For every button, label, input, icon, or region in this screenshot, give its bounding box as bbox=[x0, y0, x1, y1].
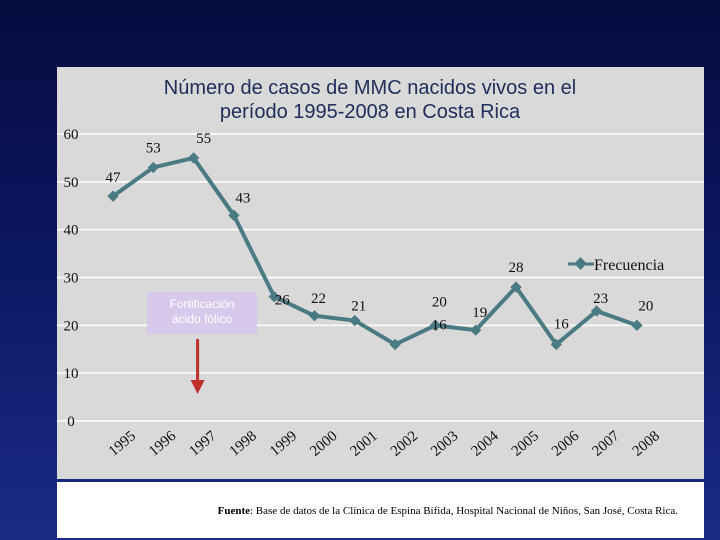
y-tick-label: 60 bbox=[64, 127, 79, 143]
data-point bbox=[510, 281, 522, 293]
data-point bbox=[429, 319, 442, 331]
y-tick-label: 50 bbox=[64, 175, 79, 191]
x-tick-label: 1997 bbox=[186, 428, 220, 460]
data-label: 55 bbox=[196, 131, 211, 147]
data-point bbox=[187, 152, 200, 164]
data-point bbox=[550, 338, 562, 351]
data-point bbox=[389, 338, 401, 351]
data-point bbox=[470, 324, 482, 336]
series-line-frecuencia bbox=[111, 155, 638, 347]
data-point bbox=[308, 310, 321, 322]
y-tick-label: 30 bbox=[64, 271, 79, 287]
x-tick-label: 1998 bbox=[227, 428, 260, 460]
y-tick-label: 10 bbox=[64, 366, 79, 382]
x-tick-label: 2005 bbox=[509, 428, 542, 460]
chart-title-line2: período 1995-2008 en Costa Rica bbox=[219, 101, 521, 123]
data-label: 53 bbox=[146, 140, 161, 156]
data-label: 26 bbox=[275, 293, 291, 309]
annotation-box: Fortificación ácido fólico bbox=[147, 292, 257, 334]
data-label: 16 bbox=[554, 316, 570, 332]
x-tick-label: 1999 bbox=[267, 428, 300, 460]
legend-label-frecuencia: Frecuencia bbox=[594, 257, 664, 274]
data-point bbox=[147, 161, 159, 174]
plot-background bbox=[57, 67, 704, 479]
chart-title-line1: Número de casos de MMC nacidos vivos en … bbox=[163, 77, 577, 99]
data-point bbox=[268, 290, 280, 303]
x-tick-label: 2006 bbox=[549, 428, 583, 460]
data-point bbox=[631, 319, 643, 331]
x-tick-label: 2001 bbox=[348, 428, 381, 460]
annotation-line2: ácido fólico bbox=[171, 312, 233, 326]
data-label: 47 bbox=[106, 170, 122, 186]
data-label: 22 bbox=[311, 291, 326, 307]
y-tick-label: 0 bbox=[67, 414, 75, 430]
x-tick-label: 1996 bbox=[146, 428, 180, 460]
data-label: 21 bbox=[351, 299, 366, 315]
x-tick-label: 2007 bbox=[589, 428, 623, 460]
chart-title: Número de casos de MMC nacidos vivos en … bbox=[110, 76, 630, 124]
data-label: 43 bbox=[235, 190, 250, 206]
x-tick-label: 2003 bbox=[428, 428, 461, 460]
x-tick-label: 2000 bbox=[307, 428, 340, 460]
data-point bbox=[349, 314, 361, 327]
arrow-head bbox=[190, 380, 205, 394]
x-tick-label: 1995 bbox=[106, 428, 139, 460]
legend-marker bbox=[574, 257, 587, 270]
data-label: 28 bbox=[509, 260, 524, 276]
data-label: 19 bbox=[472, 305, 487, 321]
data-label: 16 bbox=[432, 317, 448, 333]
y-tick-label: 40 bbox=[64, 223, 79, 239]
source-text: Fuente: Base de datos de la Clínica de E… bbox=[218, 505, 678, 517]
annotation-line1: Fortificación bbox=[169, 297, 235, 311]
source-body: : Base de datos de la Clínica de Espina … bbox=[250, 505, 678, 517]
data-point bbox=[228, 209, 240, 221]
x-tick-label: 2008 bbox=[630, 428, 663, 460]
data-label: 20 bbox=[432, 294, 447, 310]
data-point bbox=[590, 305, 603, 317]
data-label: 20 bbox=[638, 298, 653, 314]
y-tick-label: 20 bbox=[64, 318, 79, 334]
x-tick-label: 2004 bbox=[468, 428, 502, 460]
source-label: Fuente bbox=[217, 505, 250, 517]
source-footer: Fuente: Base de datos de la Clínica de E… bbox=[57, 482, 704, 538]
x-tick-label: 2002 bbox=[388, 428, 421, 460]
data-label: 23 bbox=[593, 291, 608, 307]
